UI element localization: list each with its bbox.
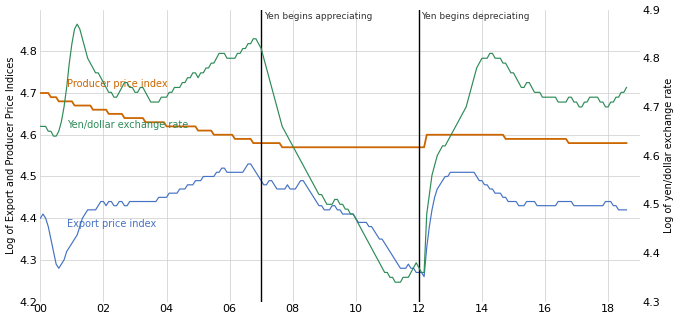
Text: Export price index: Export price index [67,219,156,228]
Text: Producer price index: Producer price index [67,79,167,89]
Text: Yen begins depreciating: Yen begins depreciating [422,12,530,21]
Text: Yen begins appreciating: Yen begins appreciating [264,12,372,21]
Y-axis label: Log of yen/dollar exchange rate: Log of yen/dollar exchange rate [664,78,675,233]
Text: Yen/dollar exchange rate: Yen/dollar exchange rate [67,121,188,131]
Y-axis label: Log of Export and Producer Price Indices: Log of Export and Producer Price Indices [5,57,16,254]
